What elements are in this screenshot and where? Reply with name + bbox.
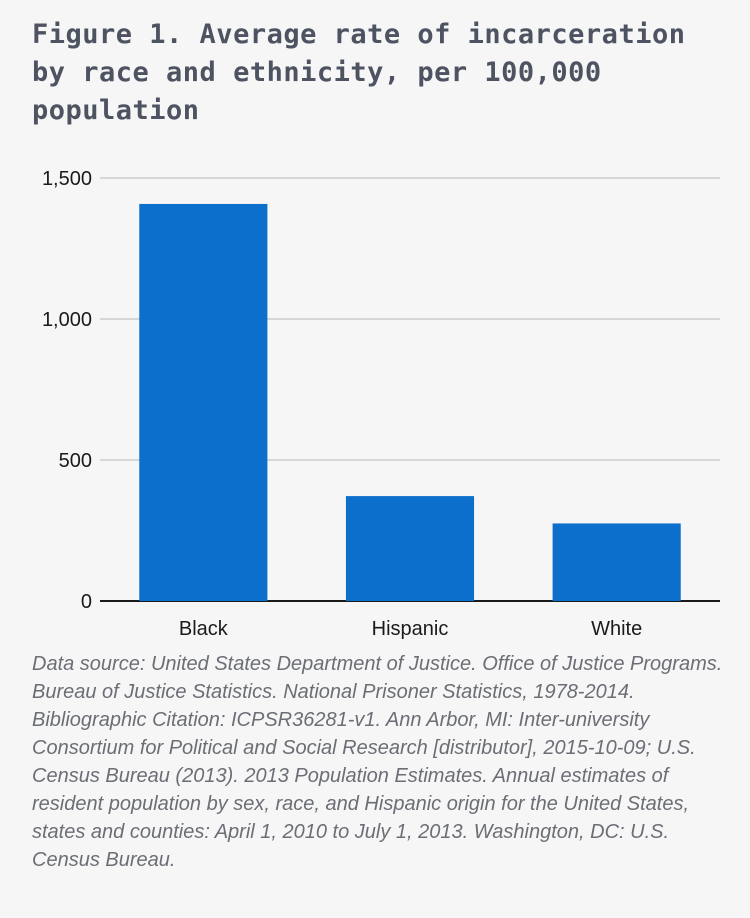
y-axis-ticks: 0 500 1,000 1,500 — [42, 168, 92, 613]
bar-hispanic — [345, 496, 475, 601]
y-tick-label: 0 — [81, 591, 92, 613]
x-category-label: White — [591, 618, 642, 640]
chart-title: Figure 1. Average rate of incarceration … — [32, 19, 686, 126]
x-category-label: Hispanic — [372, 618, 449, 640]
y-tick-label: 1,000 — [42, 309, 92, 331]
x-category-label: Black — [179, 618, 229, 640]
x-axis-category-labels: Black Hispanic White — [179, 618, 642, 640]
bars — [139, 203, 681, 601]
bar-white — [552, 523, 681, 601]
y-tick-label: 1,500 — [42, 168, 92, 190]
bar-black — [139, 203, 268, 601]
bar-chart: 0 500 1,000 1,500 Black Hispanic White — [42, 168, 720, 640]
data-source-note: Data source: United States Department of… — [32, 653, 723, 871]
y-tick-label: 500 — [59, 450, 92, 472]
